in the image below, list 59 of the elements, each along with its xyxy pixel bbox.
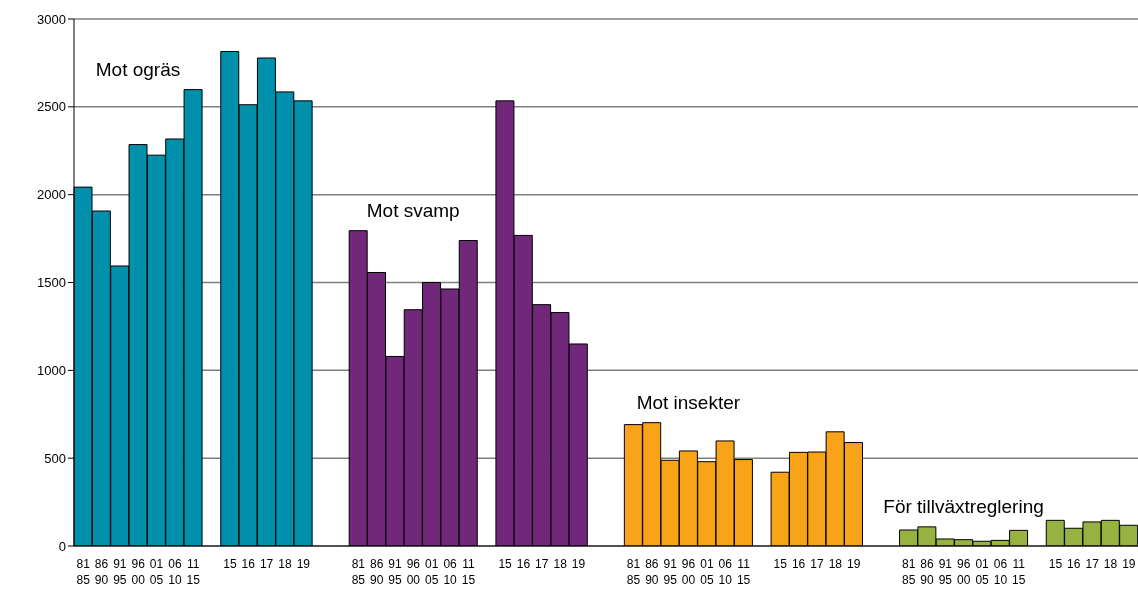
x-tick-label: 96 00	[406, 557, 421, 587]
x-tick-label: 16	[516, 557, 531, 571]
y-tick-label: 1500	[37, 275, 66, 291]
x-tick-label: 06 10	[443, 557, 458, 587]
y-tick-label: 2000	[37, 187, 66, 203]
x-tick-label: 17	[1085, 557, 1100, 571]
x-tick-label: 17	[810, 557, 824, 571]
x-tick-label: 11 15	[186, 557, 201, 587]
x-tick-label: 19	[846, 557, 861, 571]
x-tick-label: 06 10	[168, 557, 182, 587]
x-tick-label: 19	[296, 557, 311, 571]
y-tick-label: 500	[44, 450, 66, 466]
x-tick-label: 96 00	[131, 557, 146, 587]
x-tick-label: 18	[278, 557, 292, 571]
x-tick-label: 81 85	[626, 557, 641, 587]
x-tick-label: 16	[1067, 557, 1081, 571]
x-tick-label: 86 90	[645, 557, 659, 587]
x-tick-label: 86 90	[94, 557, 109, 587]
x-tick-label: 11 15	[461, 557, 476, 587]
x-tick-label: 91 95	[388, 557, 403, 587]
x-tick-label: 91 95	[113, 557, 127, 587]
x-tick-label: 06 10	[718, 557, 733, 587]
x-tick-label: 81 85	[76, 557, 91, 587]
x-tick-label: 86 90	[370, 557, 384, 587]
x-tick-label: 17	[535, 557, 549, 571]
x-tick-label: 17	[259, 557, 274, 571]
x-tick-label: 01 05	[149, 557, 164, 587]
series-label: Mot svamp	[366, 199, 460, 221]
x-tick-label: 81 85	[351, 557, 366, 587]
x-tick-label: 18	[828, 557, 843, 571]
x-tick-label: 15	[773, 557, 788, 571]
x-tick-label: 01 05	[700, 557, 714, 587]
x-tick-label: 96 00	[681, 557, 696, 587]
y-tick-label: 2500	[37, 99, 66, 115]
x-tick-label: 91 95	[663, 557, 678, 587]
y-tick-label: 1000	[37, 362, 66, 378]
y-tick-label: 0	[58, 538, 66, 554]
x-tick-label: 01 05	[425, 557, 439, 587]
x-tick-label: 11 15	[1012, 557, 1026, 587]
series-label: Mot insekter	[636, 391, 741, 413]
x-tick-label: 15	[1048, 557, 1063, 571]
x-tick-label: 81 85	[902, 557, 916, 587]
x-tick-label: 15	[498, 557, 513, 571]
x-tick-label: 01 05	[975, 557, 990, 587]
x-tick-label: 06 10	[993, 557, 1008, 587]
x-tick-label: 16	[241, 557, 256, 571]
x-tick-label: 91 95	[938, 557, 953, 587]
x-tick-label: 15	[223, 557, 237, 571]
x-tick-label: 11 15	[736, 557, 751, 587]
x-tick-label: 86 90	[920, 557, 935, 587]
series-label: För tillväxtreglering	[883, 495, 1044, 517]
x-tick-label: 96 00	[957, 557, 971, 587]
x-tick-label: 18	[553, 557, 568, 571]
y-tick-label: 3000	[37, 11, 66, 27]
series-label: Mot ogräs	[95, 58, 181, 80]
x-tick-label: 19	[1122, 557, 1136, 571]
x-tick-label: 19	[571, 557, 586, 571]
x-tick-label: 16	[791, 557, 806, 571]
x-tick-label: 18	[1103, 557, 1118, 571]
